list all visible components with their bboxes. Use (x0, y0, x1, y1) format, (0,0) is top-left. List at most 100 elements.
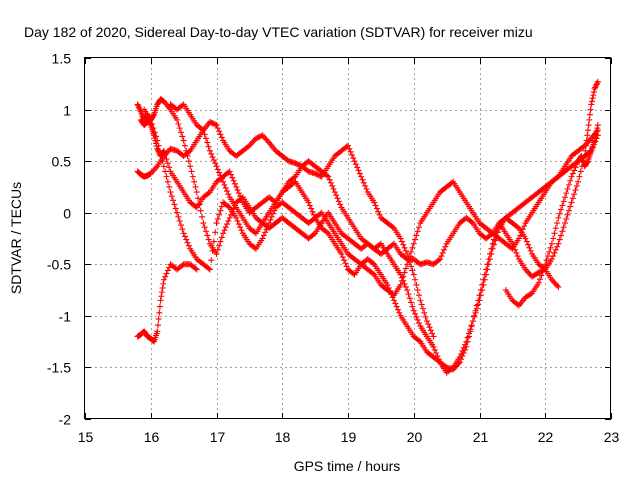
data-point (218, 234, 225, 241)
data-point (208, 150, 215, 157)
data-point (220, 230, 227, 237)
data-point (159, 158, 166, 165)
data-point (218, 203, 225, 210)
data-point (538, 272, 545, 279)
data-point (204, 232, 211, 239)
data-point (587, 106, 594, 113)
data-point (534, 270, 541, 277)
data-point (508, 244, 515, 251)
data-point (160, 280, 167, 287)
data-point (329, 182, 336, 189)
data-point (479, 287, 486, 294)
data-point (586, 111, 593, 118)
data-point (551, 279, 558, 286)
data-point (369, 270, 376, 277)
data-point (594, 80, 601, 87)
data-point (226, 168, 233, 175)
data-point (523, 238, 530, 245)
data-point (252, 135, 259, 142)
data-point (235, 221, 242, 228)
data-point (347, 148, 354, 155)
data-point (264, 223, 271, 230)
data-point (350, 270, 357, 277)
data-point (522, 235, 529, 242)
data-point (177, 129, 184, 136)
data-point (362, 182, 369, 189)
data-point (317, 172, 324, 179)
data-point (212, 229, 219, 236)
data-point (359, 176, 366, 183)
data-point (438, 253, 445, 260)
data-point (325, 173, 332, 180)
data-point (156, 147, 163, 154)
data-point (151, 129, 158, 136)
data-point (175, 213, 182, 220)
data-point (309, 208, 316, 215)
data-point (176, 125, 183, 132)
data-point (164, 267, 171, 274)
data-point (490, 236, 497, 243)
data-point (463, 338, 470, 345)
data-point (183, 236, 190, 243)
data-point (563, 215, 570, 222)
data-point (168, 193, 175, 200)
chart-title: Day 182 of 2020, Sidereal Day-to-day VTE… (24, 24, 533, 40)
data-point (396, 309, 403, 316)
data-point (224, 188, 231, 195)
data-point (408, 248, 415, 255)
data-point (489, 240, 496, 247)
data-point (356, 170, 363, 177)
data-point (218, 175, 225, 182)
data-point (594, 78, 601, 85)
data-point (519, 226, 526, 233)
data-point (238, 227, 245, 234)
data-point (568, 199, 575, 206)
data-point (226, 214, 233, 221)
data-point (391, 297, 398, 304)
data-point (201, 131, 208, 138)
data-point (582, 147, 589, 154)
data-point (592, 83, 599, 90)
data-point (250, 138, 257, 145)
data-point (225, 203, 232, 210)
x-tick-label: 19 (341, 429, 357, 445)
data-point (434, 353, 441, 360)
data-point (156, 303, 163, 310)
data-point (167, 189, 174, 196)
data-point (458, 351, 465, 358)
series-track-2 (134, 118, 437, 340)
data-point (433, 349, 440, 356)
data-point (156, 309, 163, 316)
data-point (571, 191, 578, 198)
data-point (339, 254, 346, 261)
data-point (317, 210, 324, 217)
data-point (163, 173, 170, 180)
data-points (134, 78, 601, 376)
data-point (163, 270, 170, 277)
data-point (202, 135, 209, 142)
data-point (408, 299, 415, 306)
data-point (560, 198, 567, 205)
data-point (354, 164, 361, 171)
x-tick-label: 17 (210, 429, 226, 445)
x-axis-label: GPS time / hours (294, 458, 401, 474)
data-point (584, 132, 591, 139)
data-point (164, 160, 171, 167)
data-point (408, 263, 415, 270)
data-point (593, 81, 600, 88)
data-point (292, 160, 299, 167)
data-point (177, 222, 184, 229)
data-point (192, 265, 199, 272)
data-point (548, 276, 555, 283)
data-point (416, 292, 423, 299)
data-point (338, 250, 345, 257)
data-point (345, 142, 351, 149)
data-point (430, 343, 437, 350)
data-point (412, 236, 419, 243)
data-point (147, 170, 154, 177)
data-point (135, 104, 142, 111)
data-point (392, 300, 399, 307)
data-point (583, 137, 590, 144)
data-point (199, 213, 206, 220)
data-point (475, 301, 482, 308)
